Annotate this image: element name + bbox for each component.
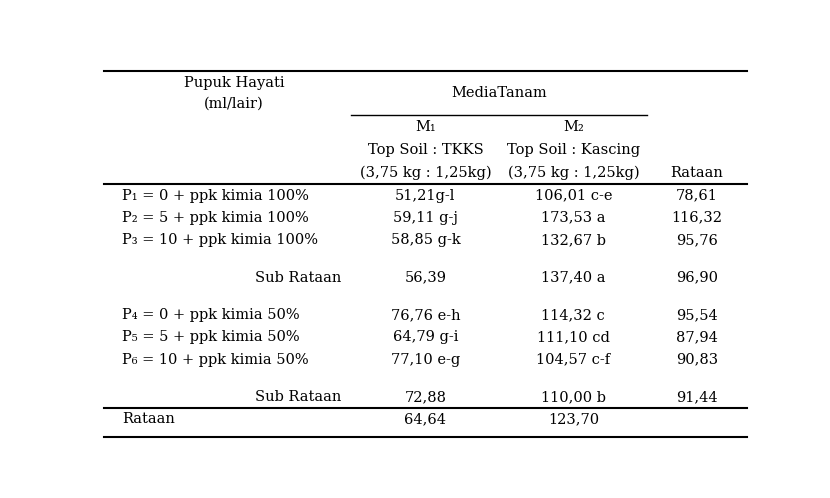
Text: P₁ = 0 + ppk kimia 100%: P₁ = 0 + ppk kimia 100%	[122, 189, 309, 203]
Text: P₃ = 10 + ppk kimia 100%: P₃ = 10 + ppk kimia 100%	[122, 233, 318, 247]
Text: 173,53 a: 173,53 a	[541, 211, 606, 225]
Text: 106,01 c-e: 106,01 c-e	[535, 189, 612, 203]
Text: 87,94: 87,94	[676, 330, 718, 345]
Text: 137,40 a: 137,40 a	[541, 270, 606, 284]
Text: P₂ = 5 + ppk kimia 100%: P₂ = 5 + ppk kimia 100%	[122, 211, 309, 225]
Text: P₆ = 10 + ppk kimia 50%: P₆ = 10 + ppk kimia 50%	[122, 353, 309, 367]
Text: 64,79 g-i: 64,79 g-i	[393, 330, 458, 345]
Text: 111,10 cd: 111,10 cd	[537, 330, 610, 345]
Text: Pupuk Hayati: Pupuk Hayati	[183, 76, 285, 90]
Text: 76,76 e-h: 76,76 e-h	[391, 308, 460, 322]
Text: 95,54: 95,54	[676, 308, 718, 322]
Text: M₂: M₂	[563, 120, 583, 134]
Text: 90,83: 90,83	[676, 353, 718, 367]
Text: Top Soil : Kascing: Top Soil : Kascing	[507, 143, 640, 157]
Text: 116,32: 116,32	[671, 211, 723, 225]
Text: Rataan: Rataan	[671, 166, 724, 180]
Text: 104,57 c-f: 104,57 c-f	[536, 353, 610, 367]
Text: M₁: M₁	[415, 120, 436, 134]
Text: 51,21g-l: 51,21g-l	[395, 189, 456, 203]
Text: 132,67 b: 132,67 b	[541, 233, 606, 247]
Text: (3,75 kg : 1,25kg): (3,75 kg : 1,25kg)	[507, 166, 639, 180]
Text: 78,61: 78,61	[676, 189, 718, 203]
Text: 114,32 c: 114,32 c	[541, 308, 605, 322]
Text: 56,39: 56,39	[404, 270, 447, 284]
Text: (ml/lair): (ml/lair)	[204, 97, 264, 111]
Text: 77,10 e-g: 77,10 e-g	[391, 353, 460, 367]
Text: (3,75 kg : 1,25kg): (3,75 kg : 1,25kg)	[359, 166, 491, 180]
Text: 91,44: 91,44	[676, 390, 718, 404]
Text: 64,64: 64,64	[404, 412, 447, 426]
Text: Rataan: Rataan	[122, 412, 174, 426]
Text: 110,00 b: 110,00 b	[541, 390, 606, 404]
Text: Sub Rataan: Sub Rataan	[256, 270, 342, 284]
Text: Sub Rataan: Sub Rataan	[256, 390, 342, 404]
Text: 58,85 g-k: 58,85 g-k	[390, 233, 461, 247]
Text: P₅ = 5 + ppk kimia 50%: P₅ = 5 + ppk kimia 50%	[122, 330, 300, 345]
Text: 59,11 g-j: 59,11 g-j	[393, 211, 458, 225]
Text: 95,76: 95,76	[676, 233, 718, 247]
Text: P₄ = 0 + ppk kimia 50%: P₄ = 0 + ppk kimia 50%	[122, 308, 300, 322]
Text: 72,88: 72,88	[404, 390, 447, 404]
Text: 96,90: 96,90	[676, 270, 718, 284]
Text: 123,70: 123,70	[548, 412, 599, 426]
Text: MediaTanam: MediaTanam	[452, 86, 547, 100]
Text: Top Soil : TKKS: Top Soil : TKKS	[368, 143, 483, 157]
